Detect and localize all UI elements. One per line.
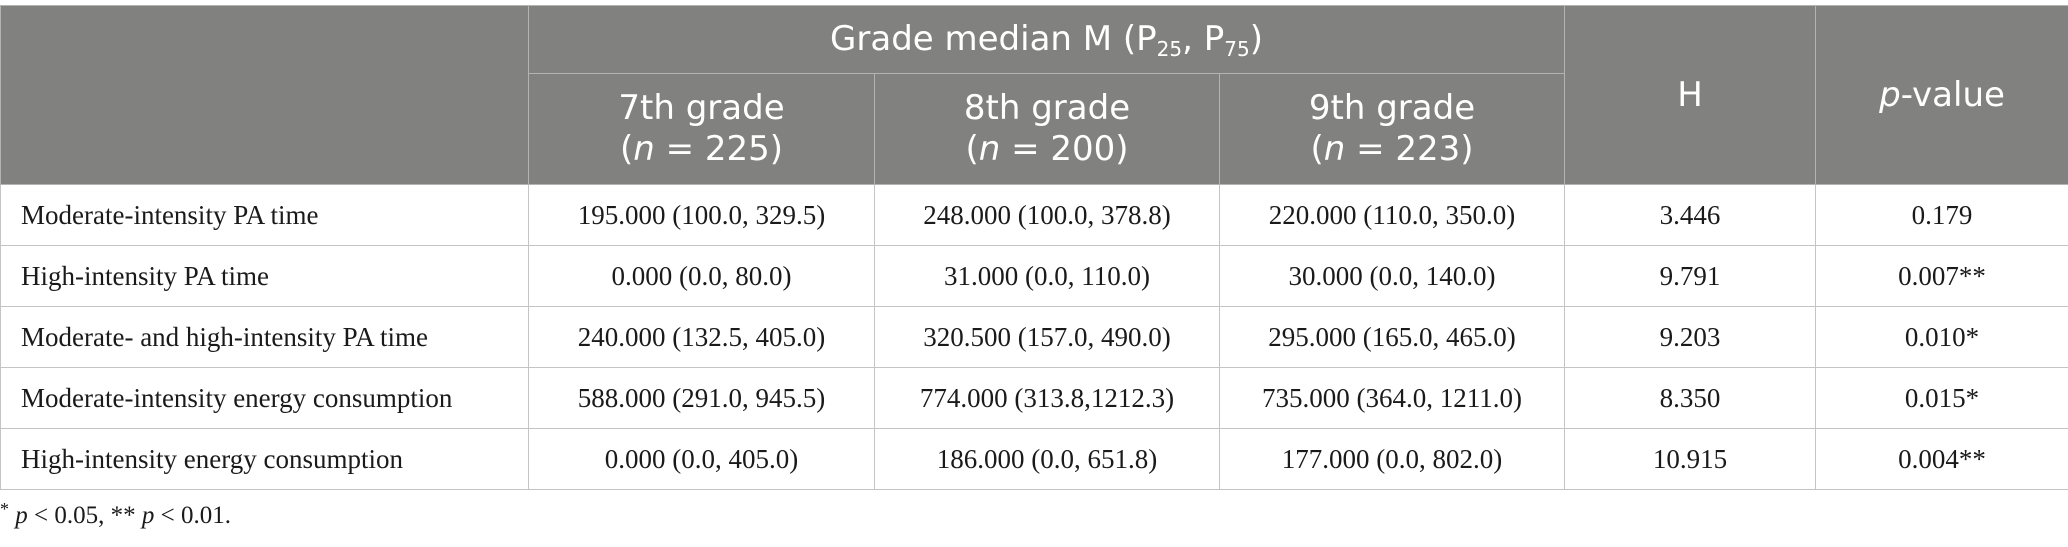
header-grade-median: Grade median M (P25, P75) (527, 5, 1566, 74)
cell-grade-9: 220.000 (110.0, 350.0) (1218, 184, 1566, 246)
table-row: Moderate-intensity energy consumption 58… (0, 367, 2068, 429)
cell-grade-8: 248.000 (100.0, 378.8) (874, 184, 1220, 246)
cell-grade-7: 240.000 (132.5, 405.0) (528, 306, 875, 368)
row-label: Moderate-intensity PA time (0, 184, 529, 246)
row-label: Moderate- and high-intensity PA time (0, 306, 529, 368)
cell-grade-7: 195.000 (100.0, 329.5) (528, 184, 875, 246)
cell-grade-8: 31.000 (0.0, 110.0) (874, 245, 1220, 307)
table-row: High-intensity PA time 0.000 (0.0, 80.0)… (0, 245, 2068, 307)
cell-h: 8.350 (1564, 367, 1817, 429)
header-h: H (1564, 5, 1817, 185)
cell-h: 9.791 (1564, 245, 1817, 307)
table-header: Grade median M (P25, P75) H p-value 7th … (0, 5, 2068, 185)
table-footnote: * p < 0.05, ** p < 0.01. (0, 499, 231, 529)
header-grade-9: 9th grade (n = 223) (1218, 73, 1566, 185)
table-row: High-intensity energy consumption 0.000 … (0, 428, 2068, 490)
cell-grade-7: 0.000 (0.0, 405.0) (528, 428, 875, 490)
cell-grade-9: 30.000 (0.0, 140.0) (1218, 245, 1566, 307)
header-blank-cell (0, 5, 529, 185)
cell-p-value: 0.179 (1815, 184, 2068, 246)
cell-grade-8: 320.500 (157.0, 490.0) (874, 306, 1220, 368)
cell-grade-7: 588.000 (291.0, 945.5) (528, 367, 875, 429)
row-label: High-intensity PA time (0, 245, 529, 307)
cell-p-value: 0.004** (1815, 428, 2068, 490)
cell-grade-9: 735.000 (364.0, 1211.0) (1218, 367, 1566, 429)
cell-grade-9: 177.000 (0.0, 802.0) (1218, 428, 1566, 490)
results-table: Grade median M (P25, P75) H p-value 7th … (0, 5, 2068, 490)
table-body: Moderate-intensity PA time 195.000 (100.… (0, 184, 2068, 490)
cell-h: 3.446 (1564, 184, 1817, 246)
cell-h: 9.203 (1564, 306, 1817, 368)
header-p-value: p-value (1815, 5, 2068, 185)
table-row: Moderate-intensity PA time 195.000 (100.… (0, 184, 2068, 246)
cell-grade-9: 295.000 (165.0, 465.0) (1218, 306, 1566, 368)
table-container: Grade median M (P25, P75) H p-value 7th … (0, 5, 2068, 490)
row-label: Moderate-intensity energy consumption (0, 367, 529, 429)
row-label: High-intensity energy consumption (0, 428, 529, 490)
cell-grade-8: 774.000 (313.8,1212.3) (874, 367, 1220, 429)
table-row: Moderate- and high-intensity PA time 240… (0, 306, 2068, 368)
cell-grade-7: 0.000 (0.0, 80.0) (528, 245, 875, 307)
cell-p-value: 0.007** (1815, 245, 2068, 307)
header-grade-7: 7th grade (n = 225) (528, 73, 875, 185)
cell-grade-8: 186.000 (0.0, 651.8) (874, 428, 1220, 490)
cell-h: 10.915 (1564, 428, 1817, 490)
header-grade-8: 8th grade (n = 200) (874, 73, 1220, 185)
cell-p-value: 0.010* (1815, 306, 2068, 368)
cell-p-value: 0.015* (1815, 367, 2068, 429)
